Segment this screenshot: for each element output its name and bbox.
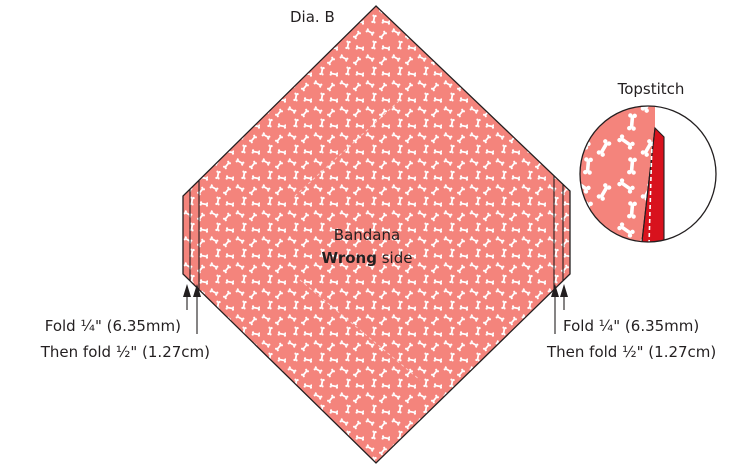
fold-right-line2: Then fold ½" (1.27cm) bbox=[546, 343, 716, 361]
side-label: Wrong side bbox=[322, 249, 413, 267]
arrow-up-icon bbox=[551, 284, 568, 334]
topstitch-detail bbox=[579, 105, 717, 243]
arrow-up-icon bbox=[183, 284, 201, 334]
detail-fabric bbox=[580, 106, 655, 242]
crease-line-lower bbox=[299, 279, 421, 381]
bandana-label: Bandana bbox=[334, 226, 400, 244]
topstitch-line bbox=[648, 141, 653, 242]
fold-right-line1: Fold ¼" (6.35mm) bbox=[563, 317, 699, 335]
bandana-fabric bbox=[182, 5, 571, 464]
side-label-rest: side bbox=[377, 249, 413, 267]
fold-left-line1: Fold ¼" (6.35mm) bbox=[45, 317, 181, 335]
topstitch-label: Topstitch bbox=[617, 80, 685, 98]
detail-circle-border bbox=[579, 105, 717, 243]
side-label-bold: Wrong bbox=[322, 249, 377, 267]
fold-left-line2: Then fold ½" (1.27cm) bbox=[40, 343, 210, 361]
diagram-title: Dia. B bbox=[290, 8, 335, 26]
